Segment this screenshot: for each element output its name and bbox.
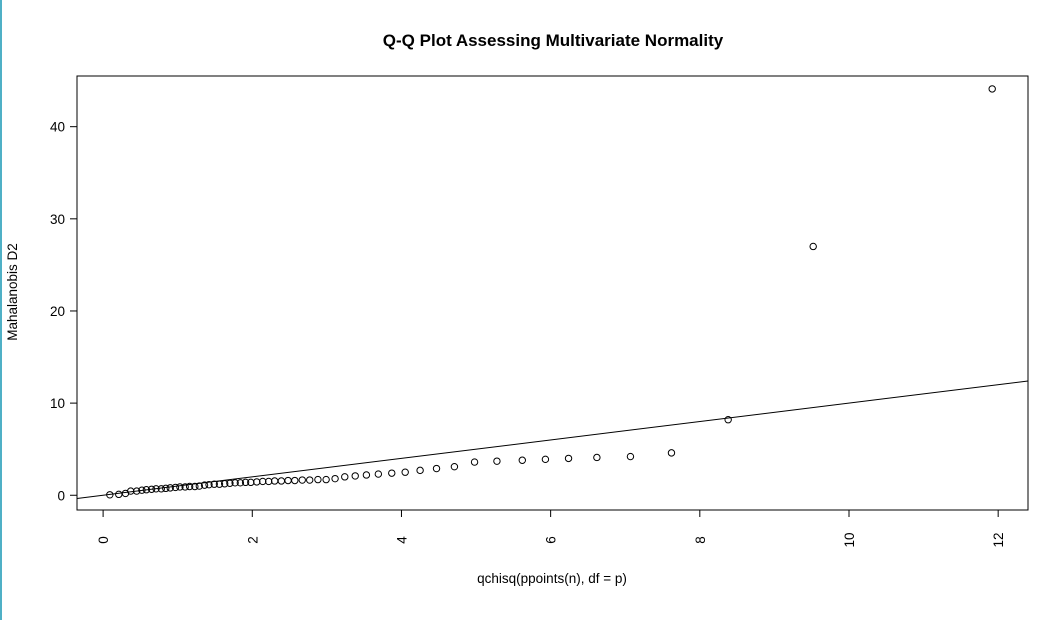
data-point (181, 483, 189, 491)
data-point (291, 476, 299, 485)
data-point (416, 466, 424, 475)
x-tick-label: 10 (842, 532, 857, 547)
data-point (541, 455, 550, 464)
y-tick-label: 10 (50, 396, 65, 411)
data-point (314, 475, 322, 484)
data-point (264, 477, 273, 486)
data-point (236, 479, 245, 487)
x-axis: 0 2 4 6 8 10 12 (96, 509, 1006, 548)
data-point (210, 480, 218, 488)
y-tick-label: 30 (50, 212, 65, 227)
data-point (432, 464, 441, 473)
x-tick-label: 0 (96, 536, 111, 544)
chart-title: Q-Q Plot Assessing Multivariate Normalit… (383, 31, 724, 50)
y-tick-label: 20 (50, 304, 65, 319)
data-point (205, 480, 213, 489)
x-tick-label: 6 (544, 536, 559, 544)
data-point (200, 481, 209, 489)
reference-line-group (76, 380, 1029, 499)
window-left-edge (0, 0, 2, 620)
data-point (185, 482, 194, 491)
data-point (215, 480, 224, 488)
data-point (106, 491, 114, 499)
data-point (351, 472, 359, 480)
data-point (362, 471, 371, 479)
data-point (259, 477, 267, 486)
data-point (241, 478, 250, 487)
y-axis: 0 10 20 30 40 (50, 120, 77, 503)
y-tick-label: 40 (50, 120, 65, 135)
y-tick-label: 0 (57, 488, 65, 503)
data-point (226, 479, 234, 487)
data-point (306, 476, 314, 484)
data-point (493, 457, 501, 465)
x-tick-label: 2 (245, 536, 260, 544)
data-point (388, 469, 396, 477)
data-point (724, 415, 732, 424)
data-point (331, 474, 339, 483)
data-point (157, 485, 165, 493)
data-point (220, 480, 229, 488)
data-point (988, 85, 996, 93)
data-point (284, 476, 292, 485)
data-point (564, 454, 573, 463)
reference-line (76, 380, 1029, 499)
data-point (115, 490, 123, 499)
data-point (166, 484, 174, 492)
x-axis-label: qchisq(ppoints(n), df = p) (477, 571, 627, 586)
data-point (132, 487, 141, 495)
data-point (374, 470, 383, 478)
data-point (253, 478, 261, 486)
plot-frame (76, 75, 1029, 511)
x-tick-label: 8 (693, 536, 708, 544)
data-point (138, 486, 146, 494)
data-point (470, 458, 479, 466)
data-point (270, 477, 279, 485)
data-point (809, 242, 817, 251)
data-point (142, 486, 151, 494)
data-point (298, 476, 306, 484)
data-point (162, 484, 170, 493)
x-tick-label: 4 (394, 536, 409, 544)
data-point (518, 456, 526, 464)
data-point (171, 483, 180, 492)
data-points (106, 85, 996, 499)
data-point (191, 482, 199, 491)
data-point (152, 485, 160, 493)
data-point (341, 473, 349, 481)
data-point (195, 482, 204, 490)
data-point (231, 479, 239, 487)
data-point (593, 453, 601, 462)
data-point (176, 483, 184, 491)
x-tick-label: 12 (991, 532, 1006, 547)
data-point (626, 452, 635, 461)
y-axis-label: Mahalanobis D2 (5, 243, 20, 341)
data-point (450, 462, 459, 471)
data-point (277, 477, 286, 485)
data-point (667, 449, 676, 457)
data-point (147, 485, 156, 493)
data-point (401, 468, 409, 476)
data-point (322, 475, 330, 484)
